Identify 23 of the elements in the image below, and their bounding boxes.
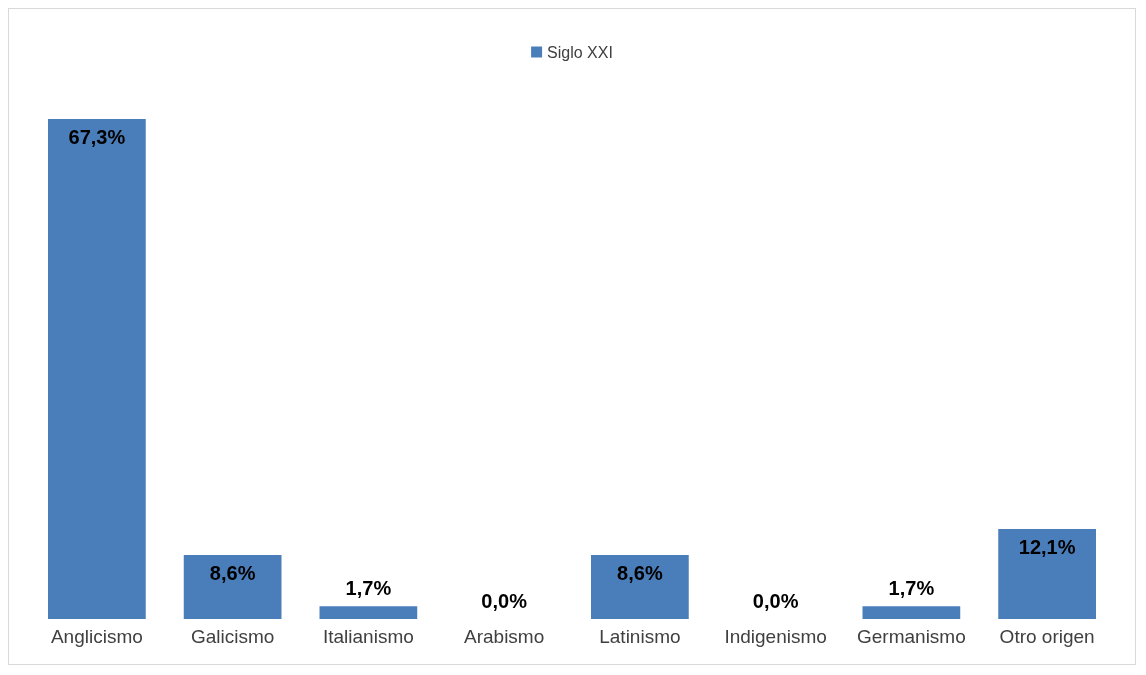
data-label: 0,0%	[752, 590, 799, 612]
bar	[183, 555, 282, 619]
x-tick-label: Germanismo	[857, 626, 966, 647]
bar	[591, 555, 689, 619]
x-tick-label: Otro origen	[999, 626, 1095, 647]
x-tick-label: Galicismo	[190, 626, 275, 647]
data-label: 12,1%	[1018, 536, 1076, 559]
x-tick-label: Indigenismo	[724, 626, 827, 647]
data-label: 1,7%	[888, 577, 935, 600]
data-label: 8,6%	[209, 562, 256, 585]
x-tick-label: Anglicismo	[50, 626, 143, 647]
legend-label: Siglo XXI	[547, 43, 613, 61]
data-label: 67,3%	[68, 126, 126, 149]
x-tick-label: Italianismo	[322, 626, 414, 647]
data-label: 8,6%	[617, 562, 663, 585]
data-label: 1,7%	[345, 577, 392, 600]
bar	[48, 119, 146, 619]
bar	[319, 606, 418, 619]
x-tick-label: Arabismo	[464, 626, 545, 647]
bar	[862, 606, 961, 619]
x-tick-label: Latinismo	[599, 626, 681, 647]
bar	[998, 529, 1096, 619]
data-label: 0,0%	[481, 590, 528, 612]
